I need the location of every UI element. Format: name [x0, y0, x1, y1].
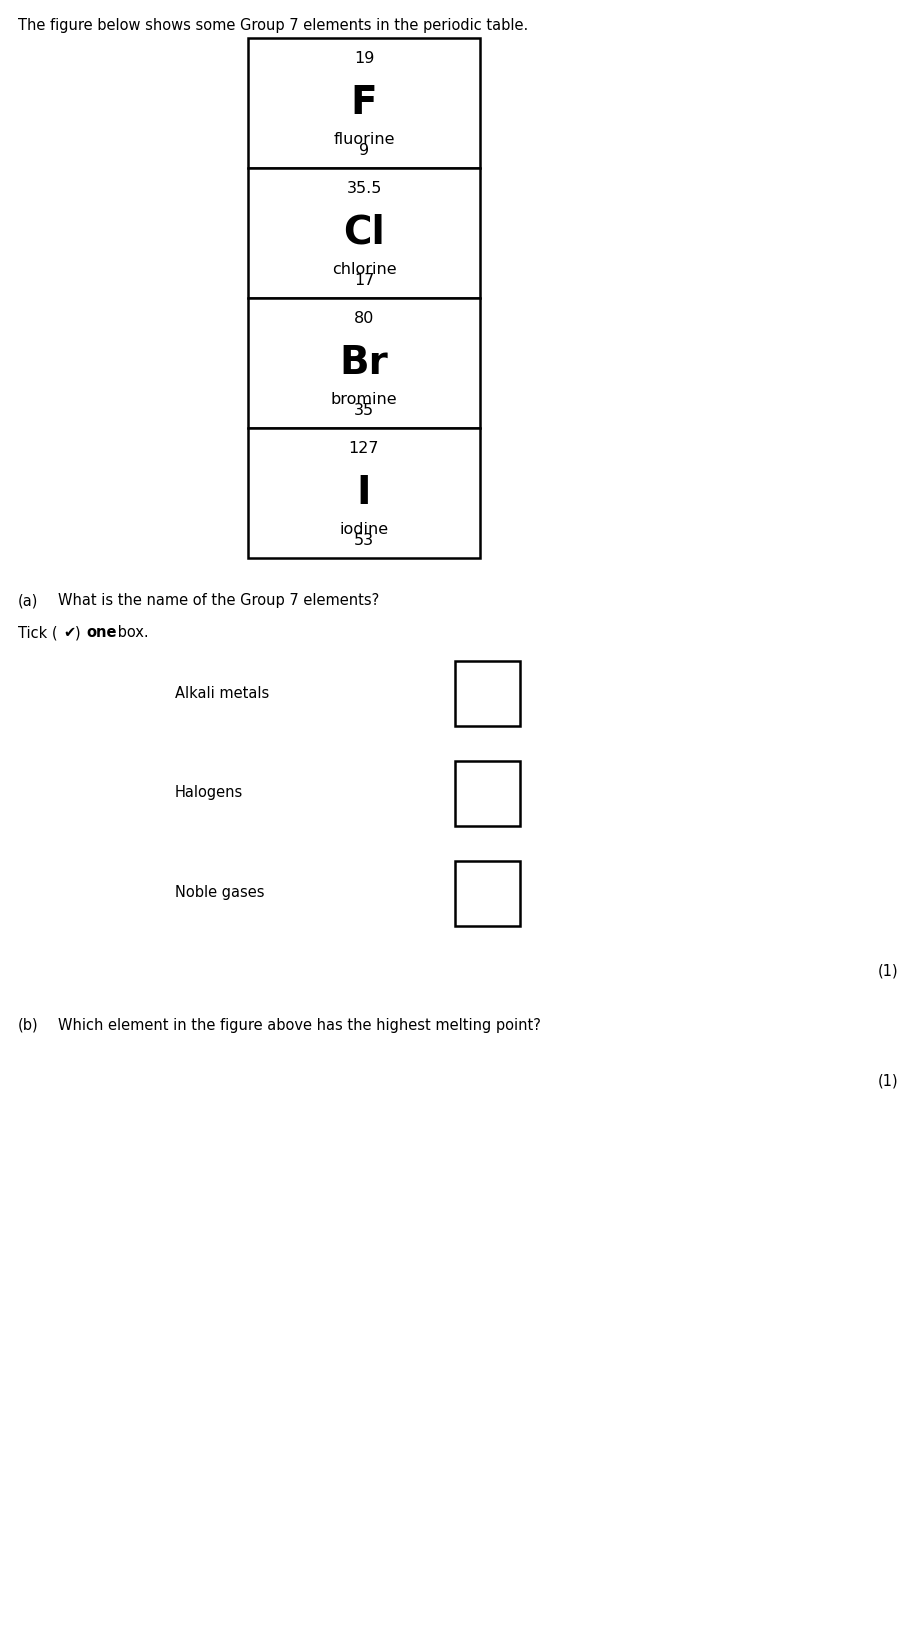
- Bar: [248, 298, 480, 429]
- Bar: [455, 861, 520, 926]
- Text: I: I: [356, 474, 371, 512]
- Text: 35: 35: [354, 403, 374, 417]
- Text: bromine: bromine: [331, 391, 398, 406]
- Bar: [455, 761, 520, 825]
- Text: Halogens: Halogens: [175, 786, 244, 800]
- Text: Noble gases: Noble gases: [175, 885, 265, 900]
- Text: one: one: [86, 624, 116, 641]
- Bar: [248, 168, 480, 298]
- Text: box.: box.: [113, 624, 148, 641]
- Text: (1): (1): [878, 963, 898, 978]
- Bar: [248, 429, 480, 557]
- Bar: [248, 37, 480, 168]
- Text: Br: Br: [340, 344, 388, 381]
- Text: (a): (a): [18, 593, 38, 608]
- Text: F: F: [351, 85, 377, 122]
- Text: 19: 19: [354, 51, 375, 65]
- Text: chlorine: chlorine: [332, 261, 397, 277]
- Text: 127: 127: [349, 442, 379, 456]
- Text: The figure below shows some Group 7 elements in the periodic table.: The figure below shows some Group 7 elem…: [18, 18, 529, 33]
- Text: 17: 17: [354, 272, 375, 287]
- Text: 9: 9: [359, 142, 369, 158]
- Text: Which element in the figure above has the highest melting point?: Which element in the figure above has th…: [58, 1019, 540, 1033]
- Bar: [455, 660, 520, 725]
- Text: (b): (b): [18, 1019, 38, 1033]
- Text: 53: 53: [354, 533, 374, 548]
- Text: Cl: Cl: [344, 214, 385, 253]
- Text: Alkali metals: Alkali metals: [175, 686, 269, 701]
- Text: (1): (1): [878, 1073, 898, 1087]
- Text: ): ): [75, 624, 85, 641]
- Text: 35.5: 35.5: [346, 181, 382, 196]
- Text: fluorine: fluorine: [333, 132, 395, 147]
- Text: iodine: iodine: [340, 522, 388, 536]
- Text: Tick (: Tick (: [18, 624, 58, 641]
- Text: 80: 80: [354, 311, 375, 326]
- Text: What is the name of the Group 7 elements?: What is the name of the Group 7 elements…: [58, 593, 379, 608]
- Text: ✔: ✔: [63, 624, 75, 641]
